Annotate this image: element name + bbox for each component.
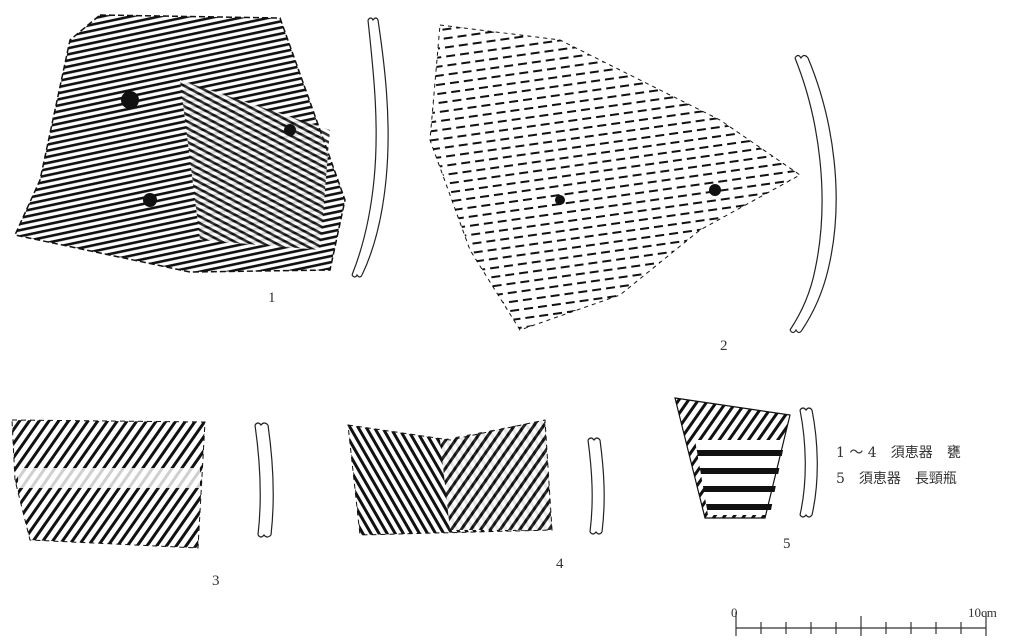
figure-number-2: 2 bbox=[720, 338, 728, 354]
sherd-5-profile bbox=[799, 407, 818, 518]
figure-number-1: 1 bbox=[268, 290, 276, 306]
caption-line-1: 1 ～ 4 須恵器 甕 bbox=[836, 445, 961, 461]
sherd-1-rubbing bbox=[13, 14, 346, 273]
sherd-2-rubbing bbox=[429, 24, 801, 331]
scale-bar bbox=[735, 612, 987, 636]
scale-max-label: 10cm bbox=[968, 605, 997, 620]
figure-number-3: 3 bbox=[212, 573, 220, 589]
caption-line-2: 5 須恵器 長頸瓶 bbox=[836, 471, 957, 487]
sherd-3-rubbing bbox=[11, 419, 206, 549]
sherd-4-rubbing bbox=[347, 419, 553, 536]
sherd-5-rubbing bbox=[674, 397, 791, 519]
scale-zero-label: 0 bbox=[731, 605, 738, 620]
sherd-2-profile bbox=[789, 54, 837, 334]
sherd-3-profile bbox=[254, 422, 274, 538]
figure-number-4: 4 bbox=[556, 556, 564, 572]
sherd-4-profile bbox=[587, 437, 605, 535]
figure-number-5: 5 bbox=[783, 536, 791, 552]
caption-legend: 1 ～ 4 須恵器 甕 5 須恵器 長頸瓶 bbox=[836, 440, 961, 492]
sherd-1-profile bbox=[351, 17, 389, 278]
